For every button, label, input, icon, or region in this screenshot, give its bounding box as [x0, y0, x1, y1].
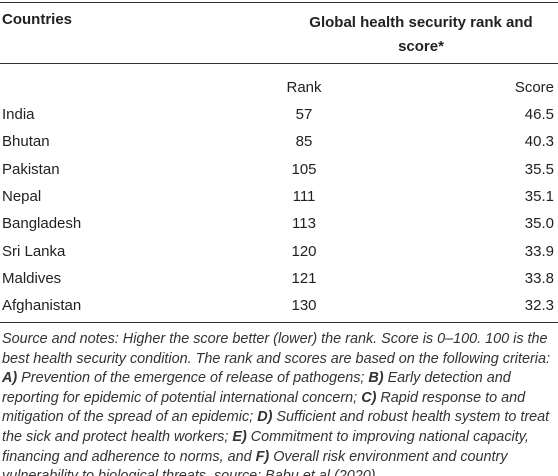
criterion-label: A)	[2, 370, 18, 387]
score-cell: 35.5	[524, 160, 554, 178]
subheader-rank: Rank	[286, 79, 322, 96]
note-text: Sufficient and robust health system to t…	[2, 409, 550, 445]
rank-cell: 120	[291, 242, 317, 260]
rank-cell: 85	[295, 133, 313, 151]
rank-cell: 57	[295, 106, 313, 123]
header-countries: Countries	[2, 11, 73, 28]
criterion-label: D)	[257, 409, 273, 426]
subheader-score: Score	[514, 79, 554, 96]
note-text: Prevention of the emergence of release o…	[17, 370, 369, 387]
note-text: Source and notes: Higher the score bette…	[2, 331, 550, 367]
note-text: Overall risk environment and country vul…	[2, 448, 508, 476]
country-cell: Pakistan	[2, 160, 60, 178]
score-cell: 46.5	[524, 106, 554, 123]
header-rule	[0, 63, 558, 64]
score-cell: 35.1	[524, 187, 554, 205]
criterion-label: F)	[255, 448, 270, 465]
rank-cell: 105	[291, 160, 317, 178]
score-cell: 40.3	[524, 133, 554, 151]
score-cell: 33.9	[524, 242, 554, 260]
country-cell: Sri Lanka	[2, 242, 66, 260]
country-cell: Nepal	[2, 187, 42, 205]
country-cell: Afghanistan	[2, 297, 82, 315]
note-text: Rapid response to and mitigation of the …	[2, 389, 526, 426]
note-text: Early detection and reporting for epidem…	[2, 370, 511, 406]
score-cell: 33.8	[524, 269, 554, 287]
bottom-rule	[0, 322, 558, 323]
rank-cell: 121	[291, 269, 317, 287]
criterion-label: E)	[232, 428, 247, 445]
score-cell: 32.3	[524, 297, 554, 315]
rank-cell: 113	[292, 215, 316, 233]
note-text: Commitment to improving national capacit…	[2, 428, 529, 465]
score-cell: 35.0	[524, 215, 554, 233]
criterion-label: B)	[368, 370, 384, 387]
rank-cell: 130	[291, 297, 317, 315]
criterion-label: C)	[361, 389, 377, 406]
table-notes: Source and notes: Higher the score bette…	[2, 330, 556, 476]
rank-cell: 111	[292, 187, 316, 205]
top-rule	[0, 2, 558, 3]
country-cell: Bangladesh	[2, 215, 82, 233]
header-global: Global health security rank and score*	[309, 14, 533, 55]
country-cell: India	[2, 106, 35, 123]
country-cell: Bhutan	[2, 133, 50, 151]
country-cell: Maldives	[2, 269, 62, 287]
